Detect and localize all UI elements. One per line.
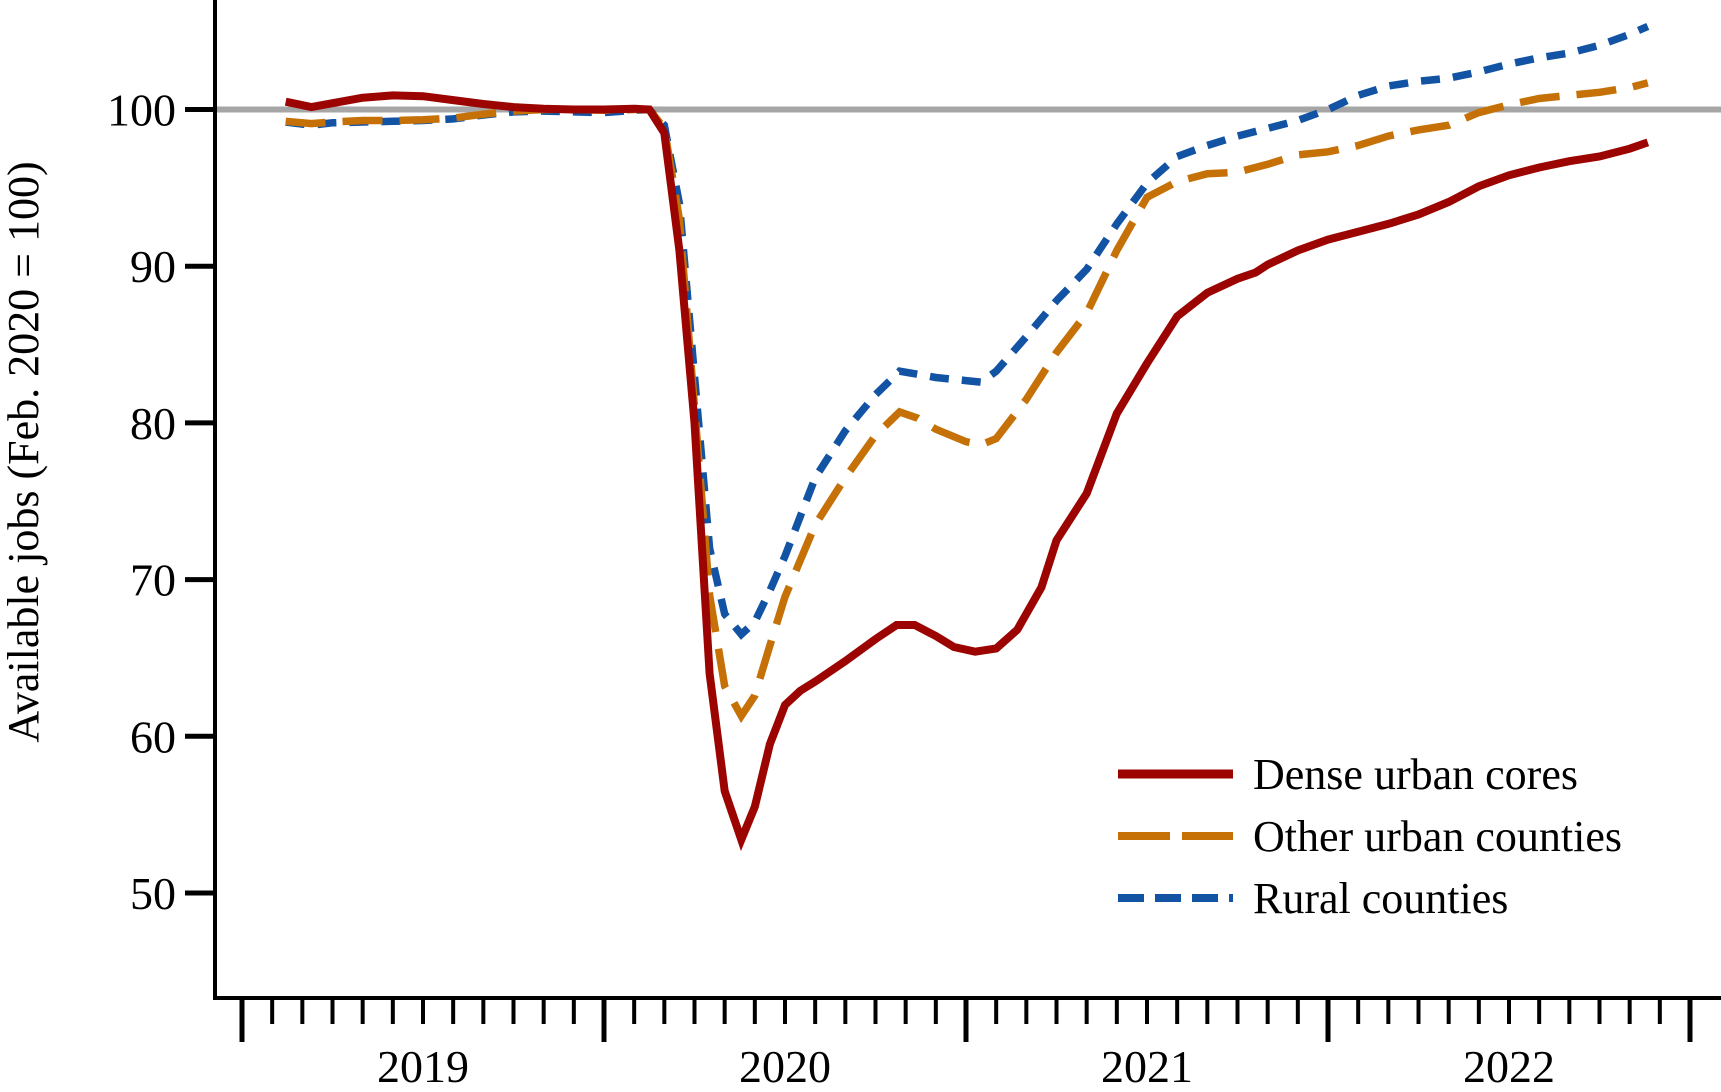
data-series [284,22,1650,852]
x-year-label: 2020 [739,1041,831,1092]
series-dense-urban-cores [284,91,1650,852]
y-axis-title: Available jobs (Feb. 2020 = 100) [0,161,48,742]
y-tick-label: 50 [130,868,176,919]
series-other-urban-counties [285,79,1649,724]
x-year-label: 2021 [1101,1041,1193,1092]
legend-label-rural-counties: Rural counties [1253,874,1508,923]
y-tick-label: 90 [130,241,176,292]
y-tick-label: 100 [107,85,176,136]
series-rural-counties [285,22,1650,640]
y-tick-label: 70 [130,555,176,606]
y-tick-label: 60 [130,711,176,762]
legend: Dense urban cores Other urban counties R… [1118,750,1622,923]
x-year-label: 2019 [377,1041,469,1092]
legend-label-other-urban-counties: Other urban counties [1253,812,1622,861]
x-axis-ticks: 2019 2020 2021 2022 [239,998,1693,1092]
x-year-label: 2022 [1463,1041,1555,1092]
y-tick-label: 80 [130,398,176,449]
legend-label-dense-urban-cores: Dense urban cores [1253,750,1578,799]
y-axis-ticks: 100 90 80 70 60 50 [107,85,215,919]
